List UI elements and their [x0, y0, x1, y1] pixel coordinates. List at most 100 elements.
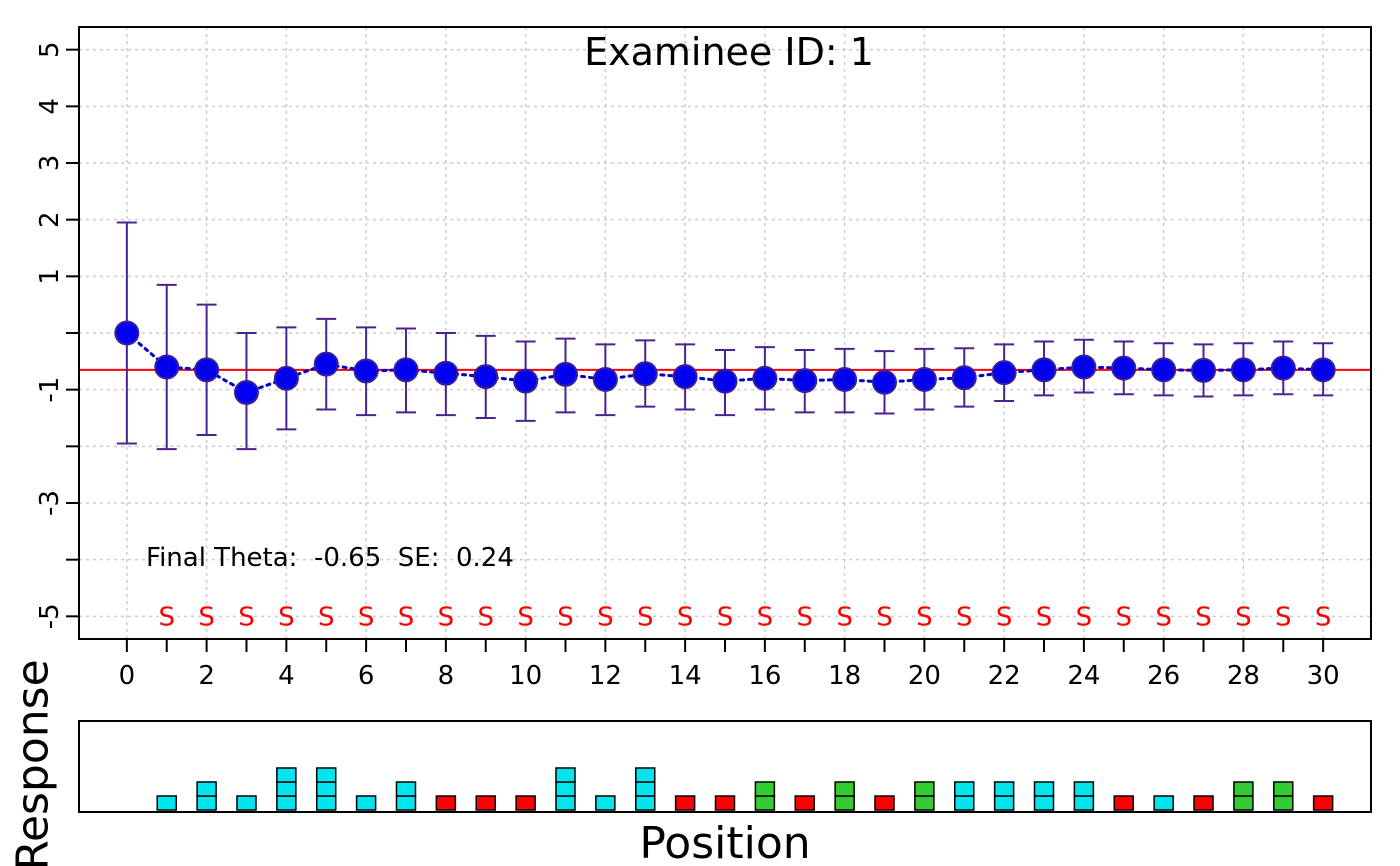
theta-point: [1191, 357, 1217, 383]
x-tick-label: 24: [1067, 661, 1100, 691]
theta-point: [1071, 354, 1097, 380]
theta-point: [273, 365, 299, 391]
item-label: S: [1275, 602, 1292, 632]
item-label: S: [637, 602, 654, 632]
response-bar-segment: [475, 795, 496, 811]
theta-point: [911, 366, 937, 392]
x-tick-label: 16: [748, 661, 781, 691]
response-plot-frame: [78, 720, 1372, 813]
theta-point: [1031, 357, 1057, 383]
item-label: S: [597, 602, 614, 632]
theta-point: [194, 357, 220, 383]
theta-point: [951, 365, 977, 391]
response-bar-segment: [555, 781, 576, 797]
x-tick-label: 12: [589, 661, 622, 691]
response-bar-segment: [236, 795, 257, 811]
x-tick-label: 10: [509, 661, 542, 691]
response-bar-segment: [674, 795, 696, 811]
response-bar-segment: [276, 795, 297, 811]
item-label: S: [916, 602, 933, 632]
item-label: S: [198, 602, 215, 632]
final-theta-annotation: Final Theta: -0.65 SE: 0.24: [146, 543, 514, 573]
x-axis-title: Position: [639, 818, 810, 866]
theta-point: [832, 366, 858, 392]
theta-point: [792, 368, 818, 394]
x-tick-label: 22: [988, 661, 1021, 691]
x-tick-label: 0: [119, 661, 136, 691]
response-bar-segment: [1312, 795, 1334, 811]
error-bars: [116, 221, 1334, 451]
response-bar-segment: [1233, 781, 1254, 797]
response-bar-segment: [914, 795, 935, 811]
x-tick-label: 6: [358, 661, 375, 691]
item-label: S: [757, 602, 774, 632]
theta-point: [752, 365, 778, 391]
theta-point: [1151, 357, 1177, 383]
item-label: S: [1116, 602, 1133, 632]
response-bar-segment: [1113, 795, 1135, 811]
response-bars: [156, 767, 1334, 811]
x-tick-label: 30: [1307, 661, 1340, 691]
response-bar-segment: [315, 795, 337, 811]
response-bar-segment: [435, 795, 457, 811]
theta-point: [393, 357, 419, 383]
item-label: S: [956, 602, 973, 632]
y-tick-label: -1: [35, 377, 65, 403]
response-bar-segment: [1273, 795, 1294, 811]
item-label: S: [358, 602, 375, 632]
theta-point: [1270, 355, 1296, 381]
y-tick-label: 5: [35, 41, 65, 58]
item-label: S: [158, 602, 175, 632]
theta-point: [353, 358, 379, 384]
theta-point: [313, 351, 339, 377]
item-label: S: [677, 602, 694, 632]
response-bar-segment: [754, 795, 776, 811]
item-label: S: [717, 602, 734, 632]
response-bar-segment: [395, 795, 417, 811]
x-tick-label: 20: [908, 661, 941, 691]
theta-point: [712, 368, 738, 394]
response-bar-segment: [196, 795, 217, 811]
item-label: S: [1235, 602, 1252, 632]
theta-point: [872, 369, 898, 395]
x-axis: 0 2 4 6 8 10 12 14 16 18 20 22 24 26 28 30: [119, 638, 1340, 691]
theta-point: [513, 368, 539, 394]
item-label: S: [1155, 602, 1172, 632]
item-label: S: [477, 602, 494, 632]
item-label: S: [836, 602, 853, 632]
response-bar-segment: [156, 795, 177, 811]
response-bar-segment: [1193, 795, 1214, 811]
item-label: S: [1076, 602, 1093, 632]
y-tick-label: 1: [35, 268, 65, 285]
theta-point: [1230, 357, 1256, 383]
item-label: S: [278, 602, 295, 632]
response-bar-segment: [395, 781, 417, 797]
item-label: S: [438, 602, 455, 632]
response-bar-segment: [595, 795, 616, 811]
response-bar-segment: [1073, 795, 1095, 811]
item-label: S: [238, 602, 255, 632]
theta-point: [114, 320, 140, 346]
response-bar-segment: [555, 767, 576, 783]
item-label: S: [996, 602, 1013, 632]
response-bar-segment: [1033, 781, 1055, 797]
response-bar-segment: [634, 781, 656, 797]
response-bar-segment: [196, 781, 217, 797]
x-tick-label: 8: [438, 661, 455, 691]
response-bar-segment: [515, 795, 536, 811]
response-bar-segment: [834, 781, 855, 797]
x-tick-label: 14: [669, 661, 702, 691]
item-label: S: [1036, 602, 1053, 632]
x-tick-label: 18: [828, 661, 861, 691]
response-bar-segment: [993, 781, 1015, 797]
y-axis-title: Response: [8, 659, 59, 866]
response-bar-segment: [1073, 781, 1095, 797]
response-bar-segment: [1153, 795, 1174, 811]
theta-point: [552, 361, 578, 387]
item-label: S: [1195, 602, 1212, 632]
theta-point: [1111, 355, 1137, 381]
response-bar-segment: [634, 767, 656, 783]
response-bar-segment: [914, 781, 935, 797]
response-bar-segment: [714, 795, 736, 811]
